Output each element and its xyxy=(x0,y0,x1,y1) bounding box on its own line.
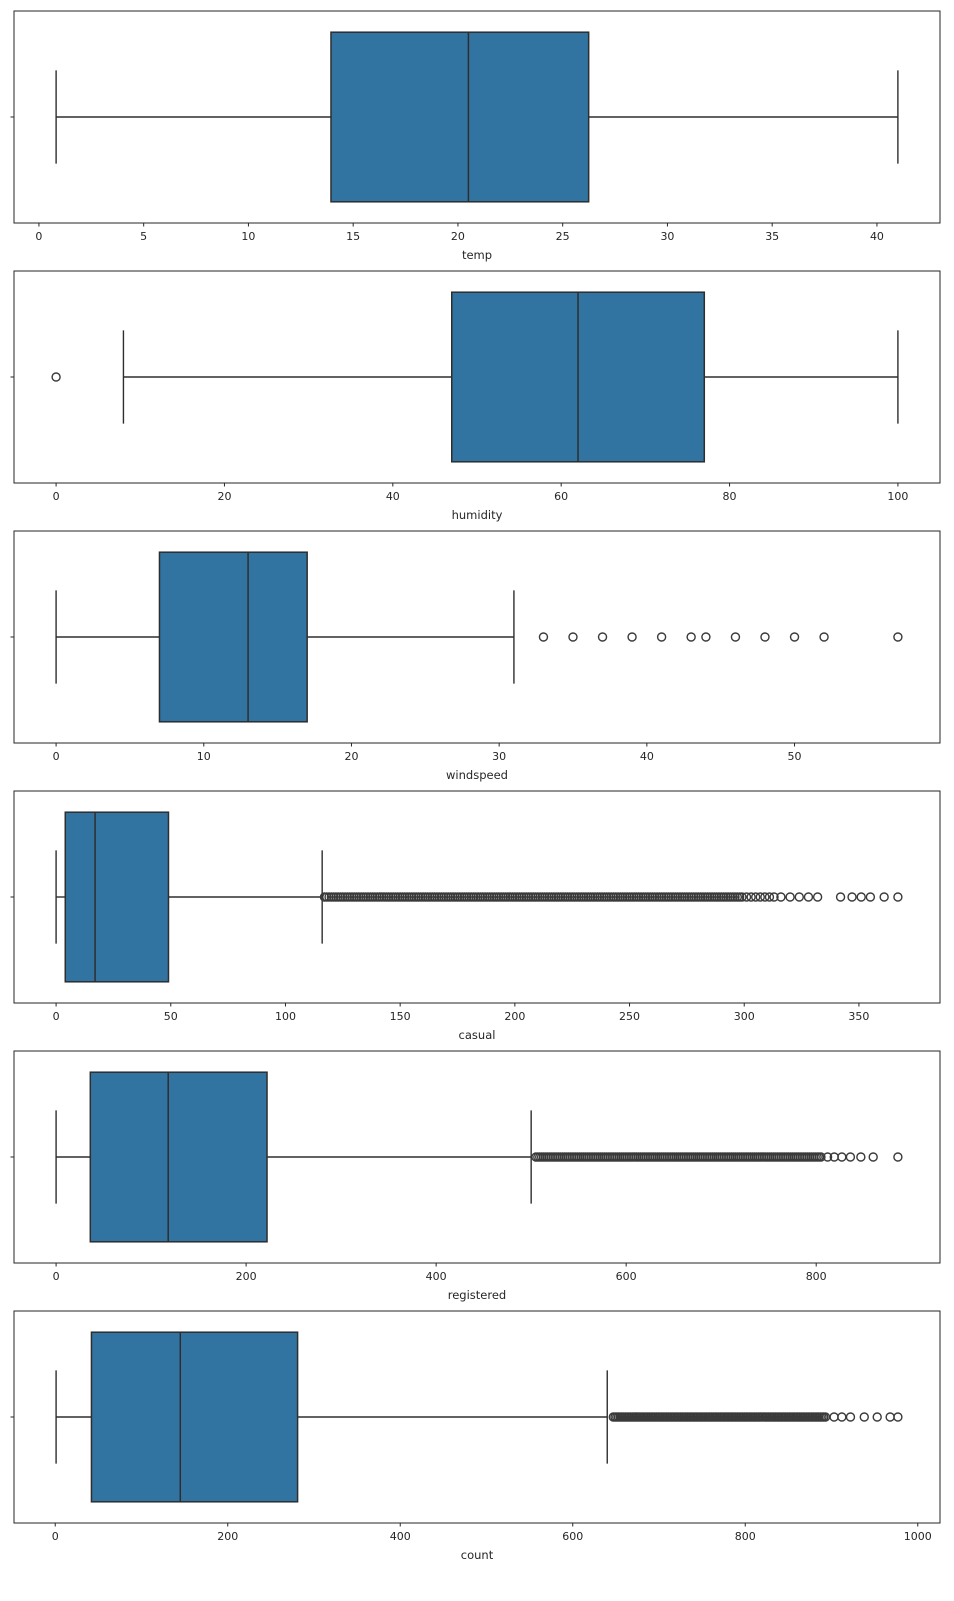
x-tick-label: 80 xyxy=(723,490,737,503)
x-tick-label: 600 xyxy=(616,1270,637,1283)
subplot-humidity: 0 20 40 60 80 100 humidity xyxy=(10,270,941,522)
x-tick-label: 60 xyxy=(554,490,568,503)
x-axis-label: temp xyxy=(462,248,492,262)
outlier-points xyxy=(538,632,903,642)
x-tick-label: 400 xyxy=(426,1270,447,1283)
subplot-temp: 0 5 10 15 20 25 30 35 40 temp xyxy=(10,10,941,262)
x-tick-label: 600 xyxy=(562,1530,583,1543)
subplot-registered: 0 200 400 600 800 registered xyxy=(10,1050,941,1302)
x-tick-label: 250 xyxy=(619,1010,640,1023)
subplot-windspeed: 0 10 20 30 40 50 windspeed xyxy=(10,530,941,782)
x-tick-label: 800 xyxy=(806,1270,827,1283)
x-tick-label: 100 xyxy=(887,490,908,503)
x-tick-label: 10 xyxy=(197,750,211,763)
x-tick-label: 25 xyxy=(556,230,570,243)
x-tick-label: 300 xyxy=(734,1010,755,1023)
x-tick-label: 35 xyxy=(765,230,779,243)
x-axis-label: count xyxy=(461,1548,494,1562)
x-tick-label: 50 xyxy=(788,750,802,763)
x-axis-label: humidity xyxy=(452,508,503,522)
x-tick-label: 30 xyxy=(660,230,674,243)
x-tick-label: 20 xyxy=(451,230,465,243)
x-tick-label: 5 xyxy=(140,230,147,243)
x-tick-label: 1000 xyxy=(904,1530,932,1543)
x-tick-label: 0 xyxy=(53,1010,60,1023)
x-tick-label: 0 xyxy=(53,1270,60,1283)
x-tick-label: 100 xyxy=(275,1010,296,1023)
x-tick-label: 200 xyxy=(217,1530,238,1543)
iqr-box xyxy=(330,31,590,203)
x-axis-label: registered xyxy=(448,1288,506,1302)
outlier-points xyxy=(319,892,903,902)
x-tick-label: 20 xyxy=(344,750,358,763)
iqr-box xyxy=(158,551,308,723)
x-tick-label: 10 xyxy=(241,230,255,243)
x-tick-label: 350 xyxy=(848,1010,869,1023)
x-tick-label: 40 xyxy=(386,490,400,503)
x-tick-label: 0 xyxy=(35,230,42,243)
x-tick-label: 200 xyxy=(504,1010,525,1023)
iqr-box xyxy=(64,811,170,983)
x-tick-label: 150 xyxy=(390,1010,411,1023)
x-tick-label: 800 xyxy=(735,1530,756,1543)
x-tick-label: 200 xyxy=(236,1270,257,1283)
x-tick-label: 0 xyxy=(52,1530,59,1543)
x-tick-label: 15 xyxy=(346,230,360,243)
subplot-casual: 0 50 100 150 200 250 300 350 casual xyxy=(10,790,941,1042)
x-tick-label: 40 xyxy=(870,230,884,243)
x-tick-label: 0 xyxy=(53,490,60,503)
iqr-box xyxy=(89,1071,268,1243)
x-axis-label: casual xyxy=(459,1028,496,1042)
outlier-points xyxy=(531,1152,903,1162)
x-tick-label: 40 xyxy=(640,750,654,763)
x-tick-label: 30 xyxy=(492,750,506,763)
outlier-points xyxy=(608,1412,903,1422)
iqr-box xyxy=(90,1331,299,1503)
x-tick-label: 0 xyxy=(53,750,60,763)
x-tick-label: 50 xyxy=(164,1010,178,1023)
x-axis-label: windspeed xyxy=(446,768,508,782)
subplot-count: 0 200 400 600 800 1000 count xyxy=(10,1310,941,1562)
outlier-points xyxy=(51,372,61,382)
x-tick-label: 20 xyxy=(217,490,231,503)
x-tick-label: 400 xyxy=(390,1530,411,1543)
